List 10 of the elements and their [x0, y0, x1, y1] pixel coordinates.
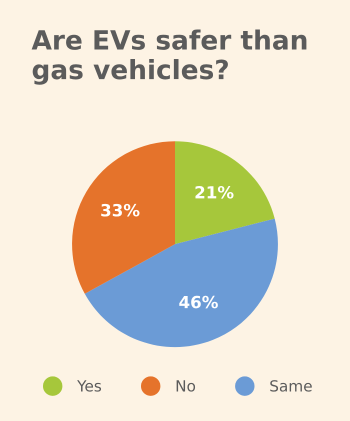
- pie-slice: [84, 218, 278, 348]
- legend-label: No: [176, 380, 196, 392]
- legend-label: Yes: [77, 380, 102, 392]
- legend-label: Same: [270, 380, 312, 392]
- data-label: 46%: [179, 296, 218, 308]
- chart-title: Are EVs safer than gas vehicles?: [32, 29, 306, 85]
- pie-slice: [175, 141, 275, 244]
- data-label: 21%: [195, 186, 234, 199]
- pie-slice: [72, 141, 175, 294]
- data-label: 33%: [101, 204, 140, 217]
